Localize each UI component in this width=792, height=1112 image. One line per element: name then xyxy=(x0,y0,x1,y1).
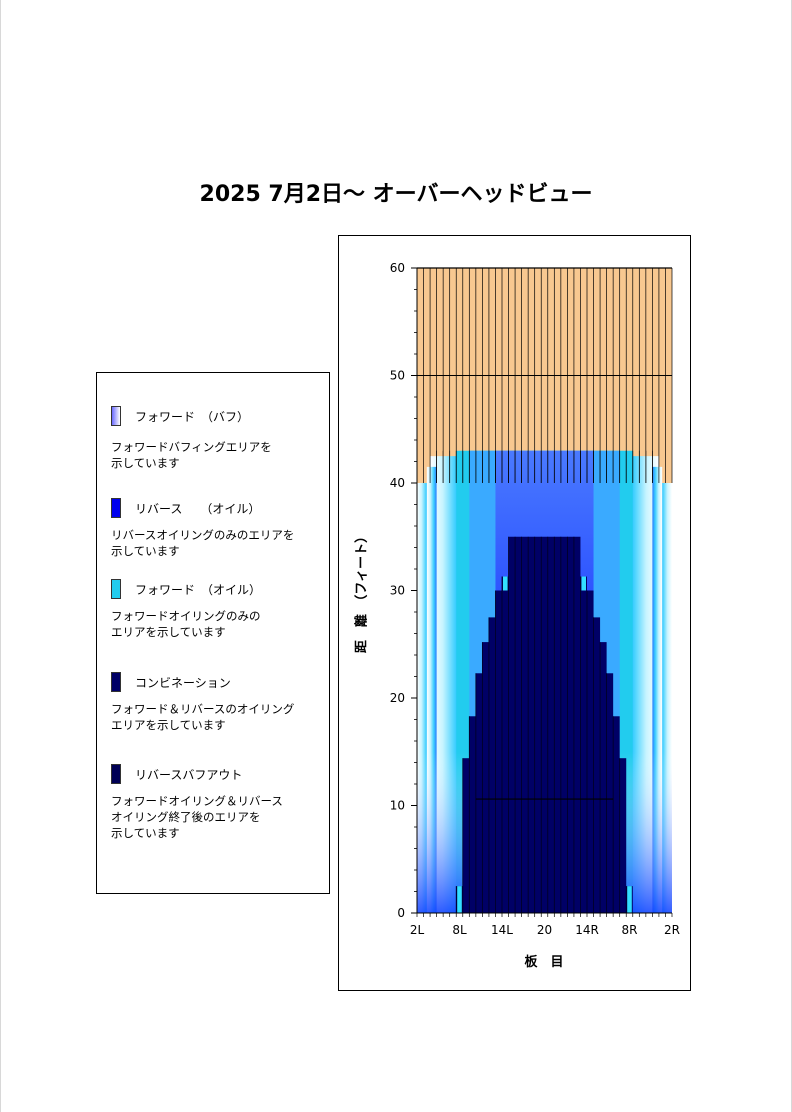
legend-desc-line: エリアを示しています xyxy=(111,625,226,639)
legend-desc-line: 示しています xyxy=(111,544,180,558)
legend-swatch-reverse-oil xyxy=(111,498,121,518)
forward-oil-marker xyxy=(627,886,632,913)
x-tick-label: 20 xyxy=(537,923,552,937)
y-tick-label: 50 xyxy=(390,369,405,383)
combination-bar xyxy=(613,716,620,913)
forward-oil-marker xyxy=(457,886,462,913)
x-tick-label: 8L xyxy=(452,923,467,937)
combination-bar xyxy=(600,642,607,913)
legend-name: リバースバフアウト xyxy=(135,767,243,782)
y-axis-label: 距 離 （フィート） xyxy=(354,529,370,654)
plot-area xyxy=(416,267,673,913)
combination-bar xyxy=(482,642,489,913)
combination-bar xyxy=(534,536,542,913)
legend-name: フォワード （オイル） xyxy=(135,582,262,597)
legend-item-forward-oil: フォワード （オイル） フォワードオイリングのみの エリアを示しています xyxy=(111,578,321,640)
combination-bar xyxy=(462,758,470,913)
combination-bar xyxy=(475,673,483,913)
buff-right-step xyxy=(652,466,663,913)
combination-bar xyxy=(619,758,627,913)
combination-bar xyxy=(502,576,509,913)
combination-bar xyxy=(495,590,502,913)
combination-bar xyxy=(515,536,522,913)
axes: 0 10 20 30 40 50 60 2L 8L 14L 20 14R 8R 2R xyxy=(390,261,680,937)
combination-bar xyxy=(606,673,614,913)
y-tick-label: 10 xyxy=(390,799,405,813)
legend-name: コンビネーション xyxy=(135,675,231,690)
legend-item-forward-buff: フォワード （バフ） フォワードバフィングエリアを 示しています xyxy=(111,405,321,471)
buff-left-step xyxy=(426,466,437,913)
legend-desc-line: フォワードオイリング＆リバース xyxy=(111,794,283,808)
combination-bar xyxy=(541,536,548,913)
legend-desc-line: フォワードオイリングのみの xyxy=(111,609,261,623)
combination-bar xyxy=(528,536,535,913)
legend-swatch-combination xyxy=(111,672,121,692)
combination-bar xyxy=(488,617,496,913)
combination-bar xyxy=(593,617,601,913)
x-tick-label: 2L xyxy=(410,923,425,937)
combination-bar xyxy=(521,536,529,913)
y-tick-label: 60 xyxy=(390,261,405,275)
legend-swatch-reverse-buffout xyxy=(111,764,121,784)
legend-desc-line: フォワードバフィングエリアを xyxy=(111,440,272,454)
legend-desc-line: 示しています xyxy=(111,826,180,840)
legend-desc-line: フォワード＆リバースのオイリング xyxy=(111,702,295,716)
legend-name: リバース （オイル） xyxy=(135,501,261,516)
combination-bar xyxy=(469,716,476,913)
combination-bar xyxy=(554,536,561,913)
legend-desc-line: オイリング終了後のエリアを xyxy=(111,810,261,824)
y-tick-label: 20 xyxy=(390,691,405,705)
legend-item-combination: コンビネーション フォワード＆リバースのオイリング エリアを示しています xyxy=(111,671,321,733)
legend-desc-line: 示しています xyxy=(111,456,180,470)
page-title: 2025 7月2日～ オーバーヘッドビュー xyxy=(199,182,593,207)
x-tick-label: 14R xyxy=(575,923,599,937)
x-tick-label: 2R xyxy=(664,923,680,937)
legend-item-reverse-buffout: リバースバフアウト フォワードオイリング＆リバース オイリング終了後のエリアを … xyxy=(111,763,321,841)
legend-desc-line: エリアを示しています xyxy=(111,718,226,732)
legend-name: フォワード （バフ） xyxy=(135,409,250,424)
forward-oil-marker xyxy=(581,576,587,591)
legend-swatch-forward-buff xyxy=(111,406,121,426)
combination-bar xyxy=(547,536,555,913)
combination-bar xyxy=(587,590,594,913)
y-tick-label: 40 xyxy=(390,476,405,490)
lane-overhead-chart: 0 10 20 30 40 50 60 2L 8L 14L 20 14R 8R 2R xyxy=(390,261,680,937)
combination-bar xyxy=(573,536,581,913)
forward-oil-marker xyxy=(502,576,508,591)
y-tick-label: 30 xyxy=(390,584,405,598)
legend-desc-line: リバースオイリングのみのエリアを xyxy=(111,528,295,542)
combination-bar xyxy=(567,536,574,913)
legend-swatch-forward-oil xyxy=(111,579,121,599)
x-tick-label: 8R xyxy=(622,923,638,937)
combination-bar xyxy=(580,576,587,913)
chart-panel: 0 10 20 30 40 50 60 2L 8L 14L 20 14R 8R 2R 板 目 xyxy=(338,235,691,991)
page-left-border xyxy=(0,0,1,1112)
x-tick-label: 14L xyxy=(491,923,513,937)
legend-panel: フォワード （バフ） フォワードバフィングエリアを 示しています リバース （オ… xyxy=(96,372,330,894)
legend-item-reverse-oil: リバース （オイル） リバースオイリングのみのエリアを 示しています xyxy=(111,497,321,559)
combination-bar xyxy=(560,536,568,913)
x-axis-label: 板 目 xyxy=(524,955,564,970)
combination-bar xyxy=(508,536,516,913)
y-tick-label: 0 xyxy=(397,906,405,920)
